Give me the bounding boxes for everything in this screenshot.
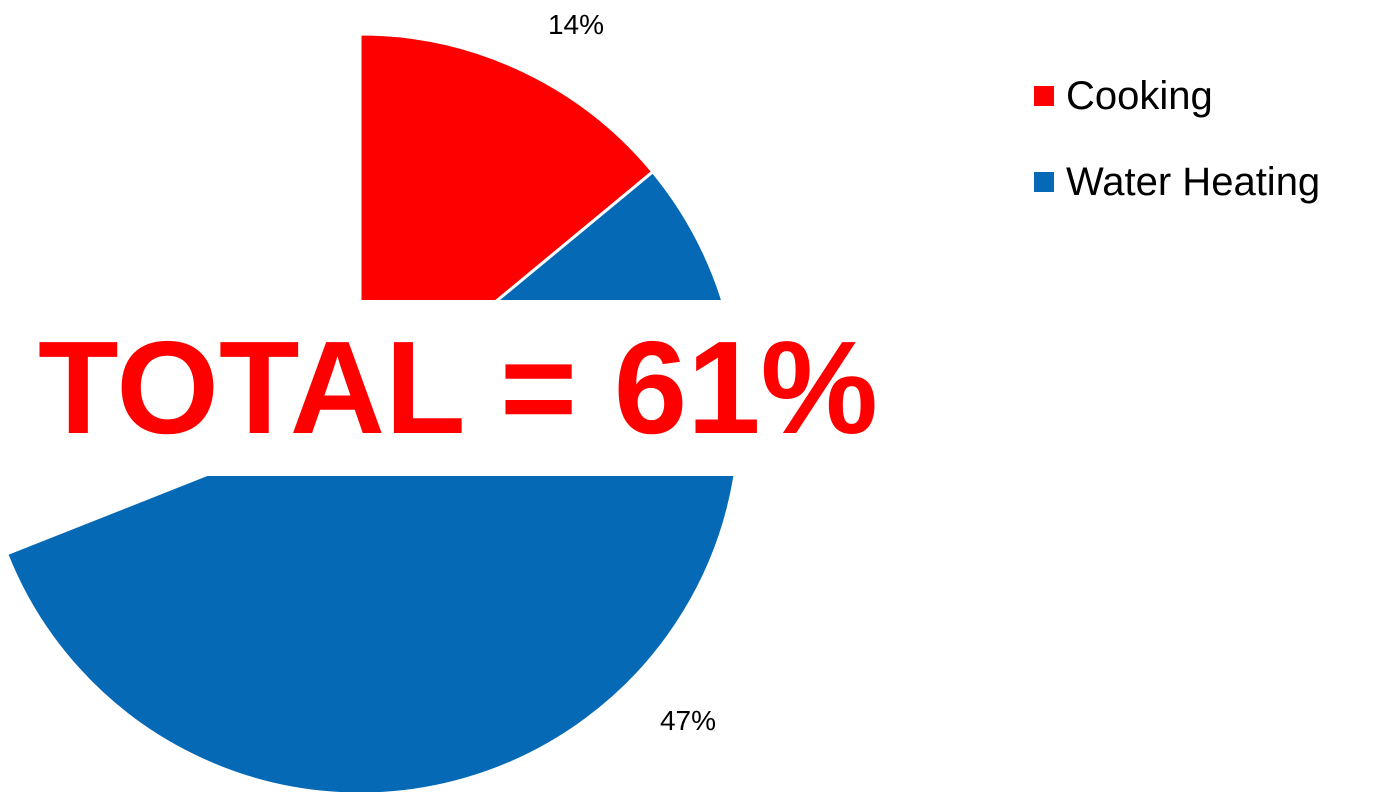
legend-label-water-heating: Water Heating	[1066, 159, 1321, 204]
legend-swatch-cooking	[1034, 86, 1054, 106]
total-annotation: TOTAL = 61%	[38, 314, 878, 461]
total-annotation-background	[0, 300, 900, 476]
legend-swatch-water-heating	[1034, 172, 1054, 192]
legend-label-cooking: Cooking	[1066, 73, 1213, 118]
legend-item-water-heating: Water Heating	[1034, 154, 1320, 210]
data-label-water-heating: 47%	[660, 705, 716, 736]
legend: Cooking Water Heating	[1034, 68, 1320, 240]
legend-item-cooking: Cooking	[1034, 68, 1320, 124]
data-label-cooking: 14%	[548, 9, 604, 40]
